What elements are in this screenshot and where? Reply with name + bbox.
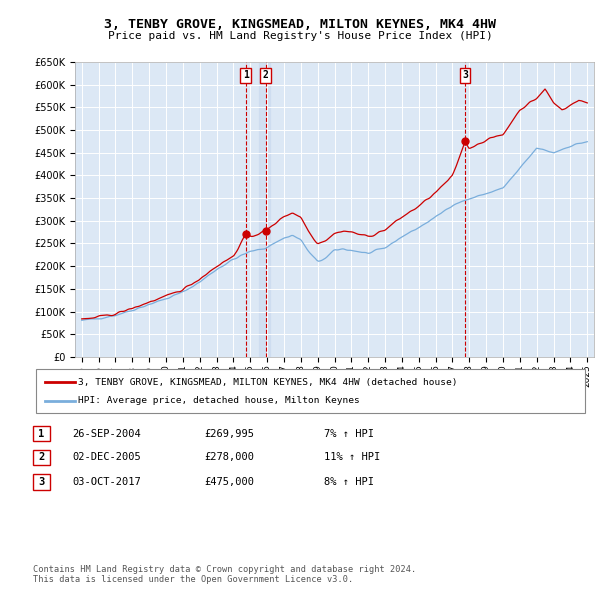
Text: £475,000: £475,000 bbox=[204, 477, 254, 487]
Text: 03-OCT-2017: 03-OCT-2017 bbox=[72, 477, 141, 487]
Text: 3: 3 bbox=[462, 70, 468, 80]
Text: 8% ↑ HPI: 8% ↑ HPI bbox=[324, 477, 374, 487]
Text: HPI: Average price, detached house, Milton Keynes: HPI: Average price, detached house, Milt… bbox=[78, 396, 360, 405]
Text: 3, TENBY GROVE, KINGSMEAD, MILTON KEYNES, MK4 4HW: 3, TENBY GROVE, KINGSMEAD, MILTON KEYNES… bbox=[104, 18, 496, 31]
Text: 1: 1 bbox=[38, 429, 45, 438]
Text: 7% ↑ HPI: 7% ↑ HPI bbox=[324, 429, 374, 438]
Text: £278,000: £278,000 bbox=[204, 453, 254, 462]
Text: 11% ↑ HPI: 11% ↑ HPI bbox=[324, 453, 380, 462]
Text: 02-DEC-2005: 02-DEC-2005 bbox=[72, 453, 141, 462]
Text: 3: 3 bbox=[38, 477, 45, 487]
Text: £269,995: £269,995 bbox=[204, 429, 254, 438]
Text: Price paid vs. HM Land Registry's House Price Index (HPI): Price paid vs. HM Land Registry's House … bbox=[107, 31, 493, 41]
Text: 26-SEP-2004: 26-SEP-2004 bbox=[72, 429, 141, 438]
Text: Contains HM Land Registry data © Crown copyright and database right 2024.
This d: Contains HM Land Registry data © Crown c… bbox=[33, 565, 416, 584]
Text: 1: 1 bbox=[243, 70, 249, 80]
Text: 3, TENBY GROVE, KINGSMEAD, MILTON KEYNES, MK4 4HW (detached house): 3, TENBY GROVE, KINGSMEAD, MILTON KEYNES… bbox=[78, 378, 458, 386]
Text: 2: 2 bbox=[263, 70, 269, 80]
Text: 2: 2 bbox=[38, 453, 45, 462]
Bar bbox=[259, 62, 271, 357]
